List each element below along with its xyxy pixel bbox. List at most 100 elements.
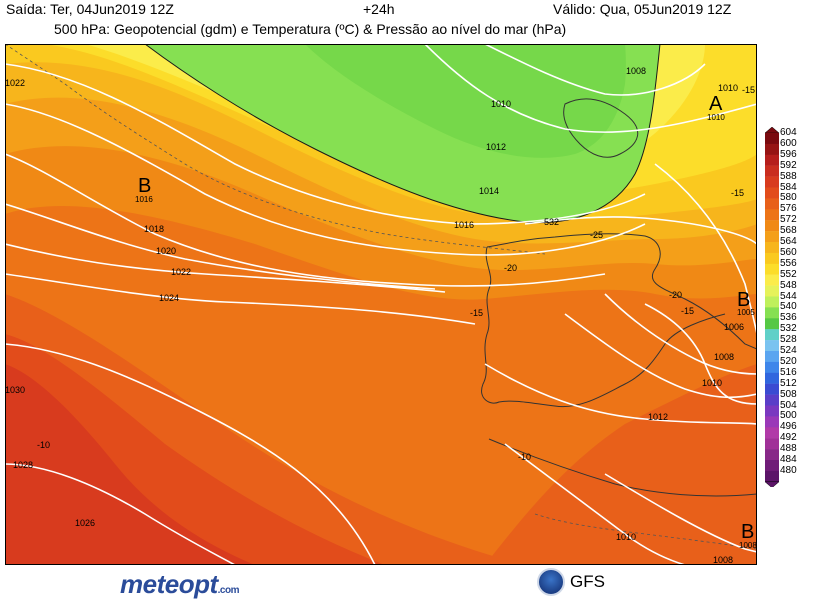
geopotential-band-580-east — [485, 364, 757, 565]
color-scale-swatch — [765, 154, 779, 166]
color-scale-swatch — [765, 394, 779, 406]
color-scale-label: 492 — [780, 432, 797, 444]
logo-suffix: .com — [217, 585, 240, 596]
color-scale-label: 584 — [780, 181, 797, 193]
weather-map: B 1016 A 1010 B 1005 B 1008 1008 1010 10… — [5, 44, 757, 565]
color-scale-label: 556 — [780, 257, 797, 269]
isobar-1008-east — [604, 293, 757, 375]
isobar-label: 1026 — [75, 518, 95, 528]
color-scale-swatch — [765, 274, 779, 286]
temperature-label: -20 — [669, 290, 682, 300]
color-scale-label: 536 — [780, 312, 797, 324]
temperature-label: -25 — [590, 230, 603, 240]
color-scale-swatch — [765, 296, 779, 308]
geopotential-contour-540 — [144, 44, 661, 224]
color-scale-swatch — [765, 416, 779, 428]
color-scale-bar — [765, 127, 779, 487]
isobar-label: 1012 — [648, 412, 668, 422]
isobar-1014 — [5, 103, 646, 256]
isobar-1024 — [5, 273, 476, 325]
color-scale-swatch — [765, 198, 779, 210]
temperature-label: -10 — [37, 440, 50, 450]
color-scale-bottom-arrow — [765, 481, 779, 487]
color-scale-label: 564 — [780, 236, 797, 247]
low-center-east-value: 1005 — [737, 308, 755, 317]
geopotential-band-588 — [5, 364, 255, 565]
isobar-1010-south — [504, 443, 686, 565]
isobar-label: 1010 — [718, 83, 738, 93]
temperature-isotherm-dashed — [5, 44, 546, 255]
color-scale-label: 596 — [780, 148, 797, 160]
isobar-1010-northeast — [654, 163, 757, 335]
color-scale-swatch — [765, 307, 779, 319]
noaa-logo-icon — [537, 568, 565, 596]
color-scale-label: 496 — [780, 421, 797, 433]
color-scale-swatch — [765, 220, 779, 232]
color-scale-label: 484 — [780, 454, 797, 465]
color-scale-swatch — [765, 383, 779, 395]
color-scale-top-arrow — [765, 127, 779, 134]
color-scale-label: 552 — [780, 268, 797, 280]
color-scale-swatch — [765, 351, 779, 363]
isobar-label: 1024 — [159, 293, 179, 303]
isobar-label: 1008 — [626, 66, 646, 76]
color-scale-swatch — [765, 242, 779, 254]
coastline-brittany — [563, 98, 638, 158]
isobar-1010 — [424, 44, 757, 133]
color-scale-swatch — [765, 165, 779, 177]
color-scale-label: 572 — [780, 214, 797, 226]
coastline-north-africa — [488, 438, 757, 497]
isobar-1010-east — [564, 313, 757, 399]
color-scale-label: 508 — [780, 388, 797, 400]
temperature-label: -15 — [731, 188, 744, 198]
isobar-1020 — [5, 203, 436, 290]
isobar-label: 1020 — [156, 246, 176, 256]
color-scale-swatch — [765, 263, 779, 275]
isobar-label: 1012 — [486, 142, 506, 152]
color-scale-swatch — [765, 252, 779, 264]
color-scale-swatch — [765, 329, 779, 341]
geopotential-label: 532 — [544, 217, 559, 227]
color-scale-swatch — [765, 372, 779, 384]
coastline-iberia — [481, 246, 726, 408]
color-scale-label: 604 — [780, 127, 797, 138]
isobar-label: 1022 — [5, 78, 25, 88]
high-center-northeast-value: 1010 — [707, 113, 725, 122]
isobar-label: 1010 — [491, 99, 511, 109]
color-scale-swatch — [765, 361, 779, 373]
isobars — [5, 44, 757, 565]
color-scale-swatch — [765, 143, 779, 155]
color-scale-swatch — [765, 231, 779, 243]
map-title: 500 hPa: Geopotencial (gdm) e Temperatur… — [54, 21, 567, 37]
isobar-1028 — [5, 463, 236, 565]
color-scale-swatch — [765, 470, 779, 482]
isobar-1012-east — [484, 363, 757, 425]
model-label: GFS — [570, 572, 605, 591]
isobar-label: 1018 — [144, 224, 164, 234]
low-center-west: B — [138, 175, 151, 197]
coastline-north — [486, 233, 757, 350]
color-scale-label: 504 — [780, 399, 797, 411]
isobar-1026 — [5, 343, 376, 565]
isobar-1022 — [5, 243, 446, 293]
color-scale-swatch — [765, 133, 779, 145]
isobar-label: 1008 — [714, 352, 734, 362]
color-scale-label: 520 — [780, 355, 797, 367]
isobar-1016 — [524, 216, 757, 245]
isobar-label: 1030 — [5, 385, 25, 395]
border-line — [534, 513, 757, 550]
color-scale-label: 576 — [780, 203, 797, 215]
isobar-1008-south — [604, 473, 757, 553]
temperature-label: -15 — [681, 306, 694, 316]
temperature-label: -15 — [470, 308, 483, 318]
color-scale-label: 588 — [780, 170, 797, 182]
color-scale-swatch — [765, 405, 779, 417]
color-scale-label: 532 — [780, 323, 797, 335]
color-scale-swatch — [765, 209, 779, 221]
valid-time-label: Válido: Qua, 05Jun2019 12Z — [553, 1, 732, 17]
color-scale-swatch — [765, 187, 779, 199]
isobar-label: 1010 — [702, 378, 722, 388]
isobar-1018 — [5, 153, 606, 287]
temperature-label: -20 — [504, 263, 517, 273]
isobar-1012 — [5, 63, 646, 225]
